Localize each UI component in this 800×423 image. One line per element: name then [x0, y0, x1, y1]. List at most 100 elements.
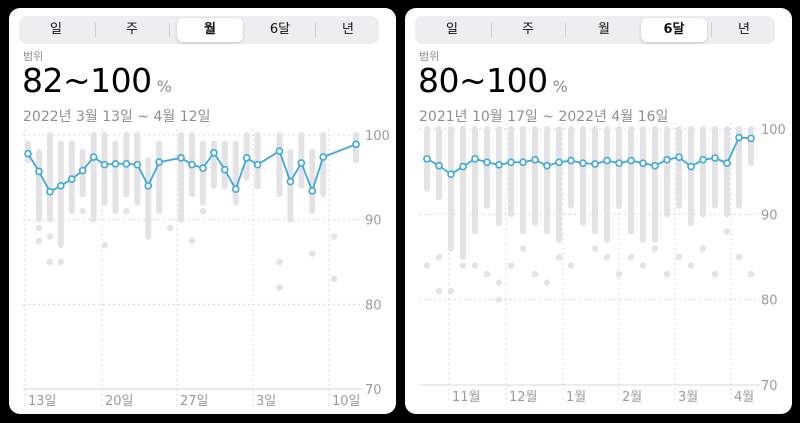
segment-month[interactable]: 월 — [598, 22, 610, 37]
outlier-dot — [471, 262, 479, 269]
outlier-dot — [35, 237, 43, 245]
data-point — [447, 170, 455, 179]
outlier-dot — [254, 182, 261, 189]
y-tick-label: 70 — [365, 383, 382, 398]
data-point — [651, 161, 659, 170]
x-tick-label: 27일 — [180, 394, 209, 409]
data-point — [253, 160, 262, 169]
data-point — [687, 162, 695, 171]
outlier-dot — [166, 224, 174, 232]
segment-month[interactable]: 월 — [177, 18, 243, 42]
data-point — [286, 177, 295, 186]
outlier-dot — [615, 270, 623, 278]
data-point — [275, 147, 284, 155]
segment-year[interactable]: 년 — [738, 22, 750, 37]
data-point — [122, 159, 131, 168]
data-point — [308, 187, 317, 195]
outlier-dot — [495, 279, 503, 286]
outlier-dot — [639, 262, 647, 269]
x-tick-label: 10일 — [332, 394, 361, 409]
x-tick-label: 12월 — [509, 390, 538, 405]
segment-day[interactable]: 일 — [50, 22, 62, 37]
outlier-dot — [276, 284, 283, 291]
oxygen-saturation-chart[interactable]: 100 90 80 70 11월 12월 1월 2월 3월 4월 — [405, 8, 792, 414]
data-point — [111, 159, 120, 168]
data-point — [155, 158, 163, 166]
range-value: 82~100% — [22, 61, 172, 100]
outlier-dot — [711, 270, 719, 278]
data-point — [435, 161, 443, 170]
data-point — [747, 134, 755, 143]
range-number: 82~100 — [22, 61, 152, 100]
data-point — [723, 159, 731, 167]
data-point — [78, 166, 87, 175]
data-point — [24, 149, 32, 158]
data-point — [663, 155, 671, 164]
range-label: 범위 — [419, 50, 440, 63]
data-point — [144, 182, 153, 190]
data-point — [615, 159, 623, 167]
segment-divider — [315, 23, 316, 37]
data-point — [519, 158, 527, 167]
segment-week[interactable]: 주 — [522, 22, 534, 37]
outlier-dot — [687, 262, 695, 269]
data-point — [471, 155, 479, 163]
data-point — [35, 167, 43, 176]
segment-year[interactable]: 년 — [342, 22, 354, 37]
data-point — [319, 153, 328, 161]
data-point — [56, 182, 65, 190]
outlier-dot — [46, 258, 54, 266]
outlier-dot — [35, 224, 43, 232]
data-point — [603, 156, 611, 165]
x-tick-label: 4월 — [734, 390, 754, 405]
outlier-dot — [555, 253, 563, 261]
data-point — [483, 158, 491, 167]
outlier-dot — [199, 208, 207, 215]
segment-divider — [169, 23, 170, 37]
x-tick-label: 3일 — [256, 394, 276, 409]
data-point — [699, 155, 707, 164]
outlier-dot — [101, 241, 108, 249]
outlier-dot — [221, 182, 228, 189]
segment-week[interactable]: 주 — [126, 22, 138, 37]
data-point — [567, 156, 575, 165]
segment-divider — [95, 23, 96, 37]
oxygen-saturation-chart[interactable]: 100 90 80 70 13일 20일 27일 3일 10일 — [9, 8, 396, 414]
outlier-dot — [747, 270, 755, 278]
y-tick-label: 70 — [761, 379, 778, 394]
segment-divider — [565, 23, 566, 37]
period-segmented-control[interactable]: 일 주 월 6달 년 — [19, 16, 379, 44]
outlier-dot — [435, 253, 443, 261]
series-line — [426, 136, 752, 176]
outlier-dot — [519, 245, 527, 252]
data-point — [531, 155, 539, 164]
outlier-dot — [435, 287, 443, 295]
data-point — [46, 187, 54, 196]
data-point — [423, 155, 431, 163]
x-tick-label: 2월 — [622, 390, 642, 405]
outlier-dot — [447, 287, 455, 295]
data-point — [100, 160, 109, 169]
outlier-dot — [723, 228, 731, 235]
data-point — [67, 175, 76, 183]
x-tick-label: 20일 — [105, 394, 134, 409]
outlier-dot — [603, 253, 611, 261]
segment-6months[interactable]: 6달 — [269, 22, 291, 37]
period-segmented-control[interactable]: 일 주 월 6달 년 — [415, 16, 775, 44]
outlier-dot — [276, 258, 283, 266]
segment-day[interactable]: 일 — [446, 22, 458, 37]
outlier-dot — [567, 262, 575, 269]
outlier-dot — [483, 270, 491, 278]
data-point — [639, 159, 647, 167]
outlier-dot — [423, 262, 431, 269]
data-point — [352, 140, 360, 149]
data-point — [555, 158, 563, 167]
outlier-dot — [531, 270, 539, 278]
x-tick-label: 11월 — [452, 390, 481, 405]
segment-6months[interactable]: 6달 — [641, 18, 707, 42]
outlier-dot — [543, 279, 551, 286]
data-point — [221, 165, 229, 174]
data-point — [231, 185, 240, 193]
outlier-dot — [330, 275, 338, 283]
outlier-dot — [90, 208, 97, 215]
